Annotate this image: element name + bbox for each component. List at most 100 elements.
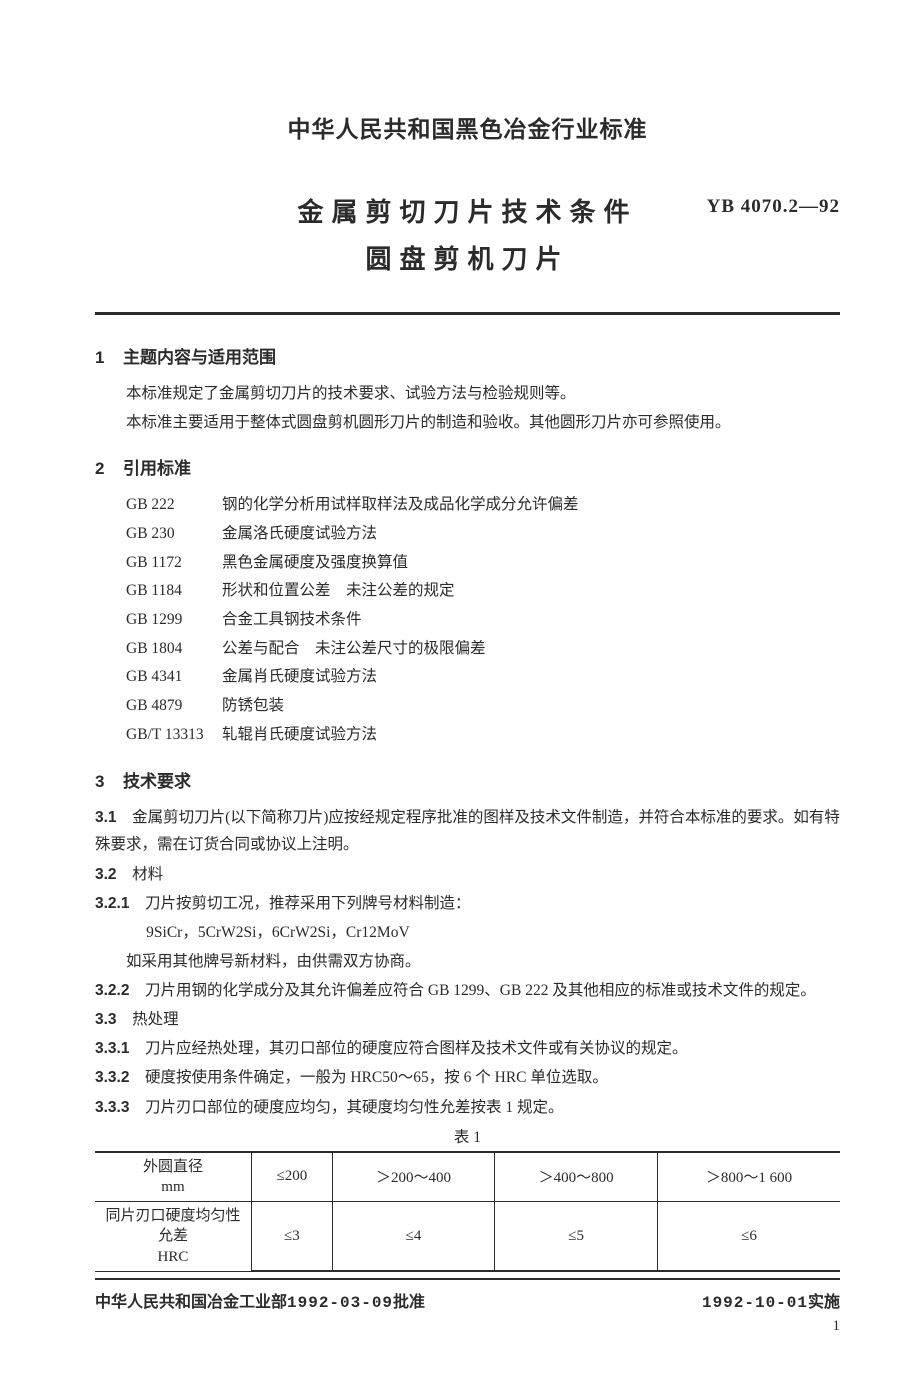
footer-effective: 1992-10-01实施 xyxy=(702,1288,840,1312)
clause-text: 刀片按剪切工况，推荐采用下列牌号材料制造： xyxy=(145,895,471,912)
ref-text: 钢的化学分析用试样取样法及成品化学成分允许偏差 xyxy=(222,496,579,513)
ref-item: GB 4879防锈包装 xyxy=(126,692,840,721)
th-line2: mm xyxy=(161,1179,184,1195)
ref-text: 金属洛氏硬度试验方法 xyxy=(222,525,377,542)
ref-code: GB 1184 xyxy=(126,577,222,606)
ref-code: GB 222 xyxy=(126,491,222,520)
section-1-p2: 本标准主要适用于整体式圆盘剪机圆形刀片的制造和验收。其他圆形刀片亦可参照使用。 xyxy=(95,409,840,436)
section-1-p1: 本标准规定了金属剪切刀片的技术要求、试验方法与检验规则等。 xyxy=(95,380,840,407)
ref-item: GB 4341金属肖氏硬度试验方法 xyxy=(126,663,840,692)
th-line1: 外圆直径 xyxy=(143,1159,203,1175)
table-cell: ＞800～1 600 xyxy=(657,1152,840,1202)
clause-3-3-1: 3.3.1 刀片应经热处理，其刃口部位的硬度应符合图样及技术文件或有关协议的规定… xyxy=(95,1035,840,1062)
table-cell: ≤5 xyxy=(495,1202,658,1272)
ref-item: GB 230金属洛氏硬度试验方法 xyxy=(126,520,840,549)
footer-approval-suffix: 批准 xyxy=(393,1294,425,1311)
divider-top xyxy=(95,312,840,315)
section-3-num: 3 xyxy=(95,772,123,792)
clause-text: 刀片用钢的化学成分及其允许偏差应符合 GB 1299、GB 222 及其他相应的… xyxy=(145,982,816,999)
clause-3-2: 3.2 材料 xyxy=(95,861,840,888)
table-cell: ≤3 xyxy=(251,1202,332,1272)
title-main: 金属剪切刀片技术条件 xyxy=(297,192,637,229)
clause-text: 刀片刃口部位的硬度应均匀，其硬度均匀性允差按表 1 规定。 xyxy=(145,1099,564,1116)
ref-item: GB/T 13313轧辊肖氏硬度试验方法 xyxy=(126,721,840,750)
clause-num: 3.3 xyxy=(95,1011,117,1028)
materials-note: 如采用其他牌号新材料，由供需双方协商。 xyxy=(95,948,840,975)
ref-item: GB 222钢的化学分析用试样取样法及成品化学成分允许偏差 xyxy=(126,491,840,520)
footer-effective-suffix: 实施 xyxy=(808,1294,840,1311)
ref-text: 黑色金属硬度及强度换算值 xyxy=(222,554,408,571)
ref-code: GB 1804 xyxy=(126,635,222,664)
clause-text: 金属剪切刀片(以下简称刀片)应按经规定程序批准的图样及技术文件制造，并符合本标准… xyxy=(95,809,840,853)
divider-bottom xyxy=(95,1278,840,1280)
table-header-cell: 同片刃口硬度均匀性允差 HRC xyxy=(95,1202,251,1272)
clause-text: 硬度按使用条件确定，一般为 HRC50～65，按 6 个 HRC 单位选取。 xyxy=(145,1069,608,1086)
title-row: 金属剪切刀片技术条件 圆盘剪机刀片 YB 4070.2—92 xyxy=(95,192,840,276)
th-line2: HRC xyxy=(158,1249,189,1265)
page-number: 1 xyxy=(95,1318,840,1335)
section-1-title: 主题内容与适用范围 xyxy=(123,348,276,367)
table-cell: ＞200～400 xyxy=(332,1152,495,1202)
footer-approval: 中华人民共和国冶金工业部1992-03-09批准 xyxy=(95,1288,425,1312)
section-1-num: 1 xyxy=(95,348,123,368)
clause-num: 3.3.2 xyxy=(95,1069,129,1086)
table-row: 同片刃口硬度均匀性允差 HRC ≤3 ≤4 ≤5 ≤6 xyxy=(95,1202,840,1272)
clause-3-3: 3.3 热处理 xyxy=(95,1006,840,1033)
ref-text: 公差与配合 未注公差尺寸的极限偏差 xyxy=(222,640,486,657)
clause-text: 热处理 xyxy=(132,1011,179,1028)
table-header-cell: 外圆直径 mm xyxy=(95,1152,251,1202)
clause-num: 3.1 xyxy=(95,809,117,826)
ref-item: GB 1172黑色金属硬度及强度换算值 xyxy=(126,549,840,578)
table-cell: ＞400～800 xyxy=(495,1152,658,1202)
ref-code: GB 4341 xyxy=(126,663,222,692)
ref-item: GB 1184形状和位置公差 未注公差的规定 xyxy=(126,577,840,606)
section-2-title: 引用标准 xyxy=(123,459,191,478)
clause-text: 刀片应经热处理，其刃口部位的硬度应符合图样及技术文件或有关协议的规定。 xyxy=(145,1040,688,1057)
clause-num: 3.3.1 xyxy=(95,1040,129,1057)
clause-text: 材料 xyxy=(132,866,163,883)
footer-approval-prefix: 中华人民共和国冶金工业部 xyxy=(95,1294,287,1311)
ref-code: GB/T 13313 xyxy=(126,721,222,750)
table-cell: ≤200 xyxy=(251,1152,332,1202)
clause-num: 3.2.2 xyxy=(95,982,129,999)
ref-text: 合金工具钢技术条件 xyxy=(222,611,362,628)
clause-num: 3.2.1 xyxy=(95,895,129,912)
materials-list: 9SiCr，5CrW2Si，6CrW2Si，Cr12MoV xyxy=(146,919,840,946)
section-2-head: 2引用标准 xyxy=(95,454,840,479)
title-sub: 圆盘剪机刀片 xyxy=(297,239,637,276)
clause-3-3-2: 3.3.2 硬度按使用条件确定，一般为 HRC50～65，按 6 个 HRC 单… xyxy=(95,1064,840,1091)
standard-code: YB 4070.2—92 xyxy=(707,196,840,218)
ref-item: GB 1804公差与配合 未注公差尺寸的极限偏差 xyxy=(126,635,840,664)
ref-text: 防锈包装 xyxy=(222,697,284,714)
table-1-caption: 表 1 xyxy=(95,1125,840,1147)
table-cell: ≤4 xyxy=(332,1202,495,1272)
table-cell: ≤6 xyxy=(657,1202,840,1272)
section-2-num: 2 xyxy=(95,459,123,479)
reference-list: GB 222钢的化学分析用试样取样法及成品化学成分允许偏差 GB 230金属洛氏… xyxy=(126,491,840,749)
ref-code: GB 1299 xyxy=(126,606,222,635)
ref-text: 轧辊肖氏硬度试验方法 xyxy=(222,726,377,743)
section-1-head: 1主题内容与适用范围 xyxy=(95,343,840,368)
clause-3-2-1: 3.2.1 刀片按剪切工况，推荐采用下列牌号材料制造： xyxy=(95,890,840,917)
section-3-title: 技术要求 xyxy=(123,772,191,791)
table-1: 外圆直径 mm ≤200 ＞200～400 ＞400～800 ＞800～1 60… xyxy=(95,1151,840,1273)
ref-text: 金属肖氏硬度试验方法 xyxy=(222,668,377,685)
title-block: 金属剪切刀片技术条件 圆盘剪机刀片 xyxy=(297,192,637,276)
section-3-head: 3技术要求 xyxy=(95,767,840,792)
ref-item: GB 1299合金工具钢技术条件 xyxy=(126,606,840,635)
ref-code: GB 230 xyxy=(126,520,222,549)
clause-num: 3.3.3 xyxy=(95,1099,129,1116)
page-container: 中华人民共和国黑色冶金行业标准 金属剪切刀片技术条件 圆盘剪机刀片 YB 407… xyxy=(0,0,920,1395)
footer-effective-date: 1992-10-01 xyxy=(702,1294,808,1312)
ref-text: 形状和位置公差 未注公差的规定 xyxy=(222,582,455,599)
th-line1: 同片刃口硬度均匀性允差 xyxy=(105,1208,240,1244)
org-title: 中华人民共和国黑色冶金行业标准 xyxy=(95,110,840,144)
ref-code: GB 1172 xyxy=(126,549,222,578)
clause-3-3-3: 3.3.3 刀片刃口部位的硬度应均匀，其硬度均匀性允差按表 1 规定。 xyxy=(95,1094,840,1121)
clause-num: 3.2 xyxy=(95,866,117,883)
clause-3-1: 3.1 金属剪切刀片(以下简称刀片)应按经规定程序批准的图样及技术文件制造，并符… xyxy=(95,804,840,858)
clause-3-2-2: 3.2.2 刀片用钢的化学成分及其允许偏差应符合 GB 1299、GB 222 … xyxy=(95,977,840,1004)
ref-code: GB 4879 xyxy=(126,692,222,721)
table-row: 外圆直径 mm ≤200 ＞200～400 ＞400～800 ＞800～1 60… xyxy=(95,1152,840,1202)
footer-row: 中华人民共和国冶金工业部1992-03-09批准 1992-10-01实施 xyxy=(95,1288,840,1312)
